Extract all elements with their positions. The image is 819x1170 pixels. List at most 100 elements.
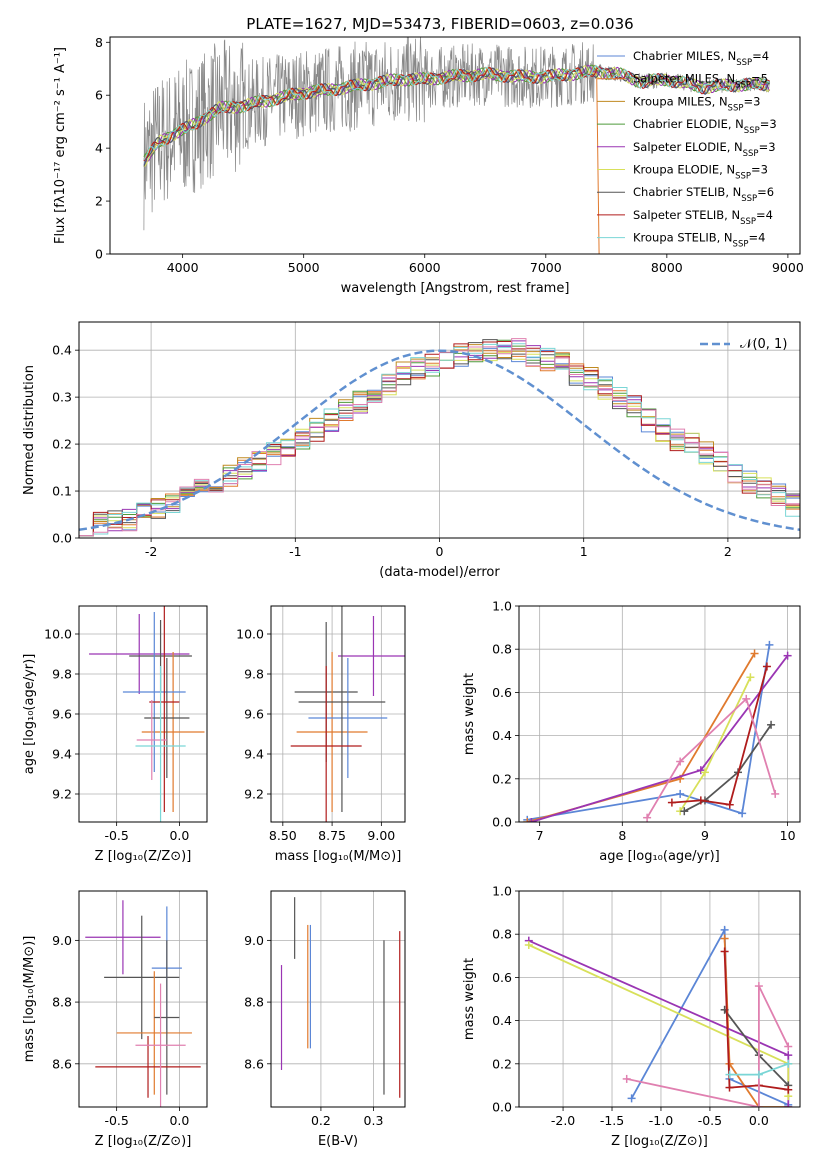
data-spectrum-line <box>143 37 770 231</box>
x-axis-label: (data-model)/error <box>379 565 500 580</box>
x-axis-label: Z [log₁₀(Z/Z⊙)] <box>95 849 192 864</box>
legend-label: Chabrier ELODIE, NSSP=3 <box>633 117 777 136</box>
panel-mass_weight_vs_age: 7 8 9 10 0.0 0.2 0.4 0.6 0.8 1.0 age [log₁₀(age/yr… <box>462 599 801 864</box>
x-tick-label: 2 <box>724 544 732 559</box>
y-tick-label: 0.2 <box>492 771 512 786</box>
y-tick-label: 0.1 <box>52 484 72 499</box>
y-axis-label: mass [log₁₀(M/M⊙)] <box>22 936 37 1063</box>
panel-mass_vs_EBV: 0.2 0.3 8.6 8.8 9.0 E(B-V) <box>244 890 406 1149</box>
y-tick-label: 9.6 <box>244 707 264 722</box>
y-tick-label: 0.4 <box>492 1013 512 1028</box>
y-tick-label: 0.0 <box>52 531 72 546</box>
x-tick-label: 0.0 <box>749 1113 769 1128</box>
axes-frame <box>78 605 208 823</box>
axes-frame <box>78 321 801 539</box>
mass-weight-series <box>528 939 790 1107</box>
chart-layer: 4000 5000 6000 7000 8000 9000 0 2 4 6 8 wavelength … <box>22 35 804 1149</box>
y-tick-label: 2 <box>95 194 103 209</box>
y-tick-label: 9.8 <box>52 667 72 682</box>
axes-frame <box>270 605 406 823</box>
normal-curve <box>79 349 800 532</box>
x-tick-label: 6000 <box>409 260 441 275</box>
x-tick-label: -1 <box>289 544 301 559</box>
axes-frame <box>518 605 801 823</box>
x-tick-label: 9.00 <box>367 828 395 843</box>
errorbar-area <box>85 900 201 1107</box>
y-tick-label: 0.8 <box>492 927 512 942</box>
x-axis-label: mass [log₁₀(M/M⊙)] <box>275 849 402 864</box>
x-tick-label: -2.0 <box>551 1113 575 1128</box>
x-tick-label: 5000 <box>288 260 320 275</box>
spectrum-plot-area <box>143 37 771 254</box>
x-axis-label: Z [log₁₀(Z/Z⊙)] <box>611 1134 708 1149</box>
x-tick-label: -0.5 <box>698 1113 722 1128</box>
x-axis-label: age [log₁₀(age/yr)] <box>599 849 720 864</box>
errorbar-area <box>290 606 405 822</box>
x-tick-label: 9000 <box>772 260 804 275</box>
y-axis-label: mass weight <box>462 958 477 1040</box>
histogram-series <box>79 343 800 537</box>
legend-label: Kroupa MILES, NSSP=3 <box>633 94 760 113</box>
legend-label: Chabrier MILES, NSSP=4 <box>633 49 769 68</box>
x-axis-label: wavelength [Angstrom, rest frame] <box>341 281 570 296</box>
legend-label: Salpeter STELIB, NSSP=4 <box>633 208 773 227</box>
x-tick-label: 0.3 <box>364 1113 384 1128</box>
x-tick-label: 0.2 <box>311 1113 331 1128</box>
y-tick-label: 0.2 <box>52 437 72 452</box>
y-tick-label: 1.0 <box>492 884 512 899</box>
grid-mass_vs_EBV <box>271 891 405 1107</box>
panel-mass_vs_Z: -0.5 0.0 8.6 8.8 9.0 Z [log₁₀(Z/Z⊙)] mass [log… <box>22 890 208 1149</box>
mass-weight-series <box>723 951 789 1091</box>
legend-label: 𝒩(0, 1) <box>740 337 787 352</box>
mass-weight-series <box>683 724 772 812</box>
x-tick-label: 9 <box>701 828 709 843</box>
panel-residuals: -2 -1 0 1 2 0.0 0.1 0.2 0.3 0.4 (data-model)/error… <box>22 321 801 580</box>
y-tick-label: 9.2 <box>244 787 264 802</box>
mass-weight-series <box>646 697 777 819</box>
panel-spectrum: 4000 5000 6000 7000 8000 9000 0 2 4 6 8 wavelength … <box>53 35 804 296</box>
x-tick-label: 7 <box>536 828 544 843</box>
x-tick-label: -1.5 <box>600 1113 624 1128</box>
y-tick-label: 0.3 <box>52 390 72 405</box>
model-line <box>143 66 771 167</box>
x-tick-label: 8.75 <box>318 828 346 843</box>
histogram-series <box>79 345 800 537</box>
mass-weight-area <box>523 640 792 822</box>
x-tick-label: 8000 <box>651 260 683 275</box>
y-axis-label: mass weight <box>462 673 477 755</box>
y-tick-label: 8.6 <box>52 1056 72 1071</box>
errorbar-area <box>89 606 205 822</box>
y-tick-label: 8.8 <box>52 995 72 1010</box>
y-tick-label: 0.0 <box>492 815 512 830</box>
histogram-series <box>79 341 800 537</box>
y-axis-label: age [log₁₀(age/yr)] <box>22 654 37 775</box>
y-axis-label: Flux [fλ10⁻¹⁷ erg cm⁻² s⁻¹ A⁻¹] <box>53 47 68 244</box>
x-tick-label: 0 <box>436 544 444 559</box>
y-tick-label: 9.8 <box>244 667 264 682</box>
model-line <box>143 65 770 161</box>
histogram-series <box>79 340 800 537</box>
axes-frame <box>518 890 801 1108</box>
y-axis-label: Normed distribution <box>22 365 37 495</box>
grid-age_vs_mass <box>271 606 405 822</box>
axes-frame <box>109 36 801 255</box>
y-tick-label: 0 <box>95 247 103 262</box>
histogram-series <box>79 339 800 537</box>
y-tick-label: 0.6 <box>492 970 512 985</box>
model-line <box>143 65 771 167</box>
y-tick-label: 0.8 <box>492 642 512 657</box>
y-tick-label: 10.0 <box>236 627 264 642</box>
y-tick-label: 8.6 <box>244 1056 264 1071</box>
y-tick-label: 0.2 <box>492 1056 512 1071</box>
y-tick-label: 9.0 <box>244 933 264 948</box>
y-tick-label: 0.4 <box>492 728 512 743</box>
figure-title: PLATE=1627, MJD=53473, FIBERID=0603, z=0… <box>246 15 633 33</box>
y-tick-label: 0.0 <box>492 1100 512 1115</box>
x-tick-label: -1.0 <box>649 1113 673 1128</box>
y-tick-label: 9.6 <box>52 707 72 722</box>
y-tick-label: 9.0 <box>52 933 72 948</box>
x-tick-label: -2 <box>145 544 157 559</box>
mass-weight-series <box>671 666 768 806</box>
errorbar-area <box>280 897 401 1098</box>
